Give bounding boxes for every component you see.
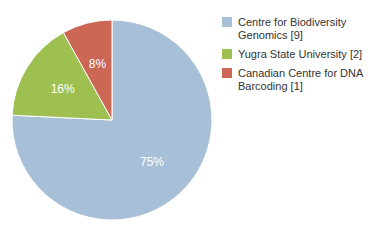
html-text:Yugra State University [2]: Yugra State University [2]: [238, 48, 363, 60]
svg-text:16%: 16%: [51, 82, 75, 96]
html-text:Centre for Biodiversity Genomi: Centre for Biodiversity Genomics [9]: [238, 16, 347, 41]
svg-text:75%: 75%: [140, 155, 164, 169]
svg-text:8%: 8%: [89, 57, 107, 71]
html-text:Canadian Centre for DNA Barcod: Canadian Centre for DNA Barcoding [1]: [238, 67, 364, 92]
